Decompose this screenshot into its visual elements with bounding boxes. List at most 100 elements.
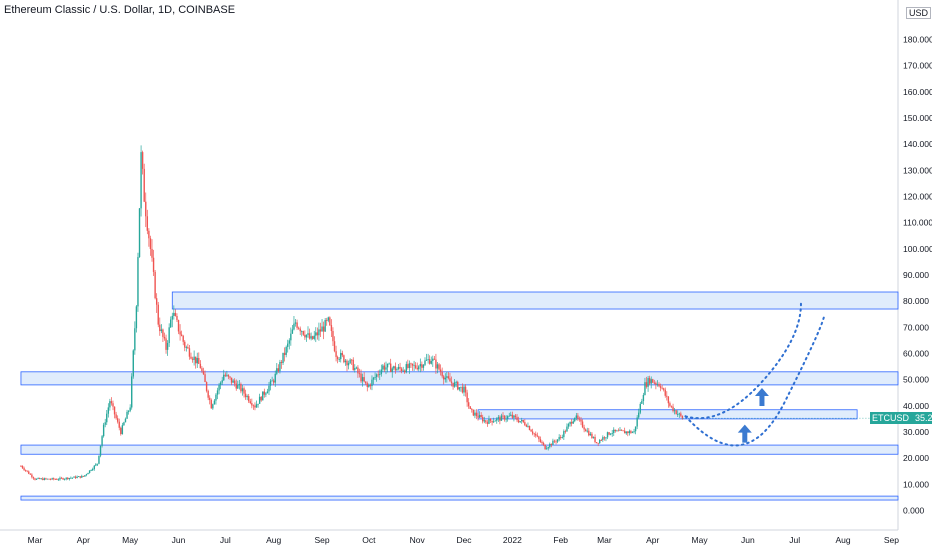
candle-body: [653, 382, 656, 384]
candle-body: [365, 381, 367, 384]
candle-body: [160, 329, 163, 332]
candle-body: [71, 477, 74, 479]
candle-body: [450, 381, 453, 383]
candle-body: [497, 417, 500, 419]
candle-body: [670, 405, 673, 407]
candle-body: [603, 437, 606, 439]
candle-body: [96, 463, 99, 465]
candle-body: [352, 359, 354, 371]
candle-body: [269, 380, 272, 386]
candle-body: [471, 408, 473, 410]
candle-body: [333, 341, 336, 352]
candle-body: [168, 327, 170, 343]
candle-body: [180, 334, 183, 336]
candle-body: [389, 363, 392, 373]
candle-body: [628, 431, 631, 434]
candle-body: [57, 479, 60, 481]
candle-body: [530, 430, 532, 432]
candle-body: [372, 377, 375, 380]
currency-label[interactable]: USD: [906, 7, 932, 19]
projection-curve: [684, 302, 802, 420]
x-tick-label: Sep: [884, 535, 899, 545]
candle-body: [556, 439, 559, 442]
candle-body: [90, 470, 92, 471]
candle-body: [566, 426, 568, 432]
candle-body: [475, 412, 478, 417]
y-tick-label: 100.000: [903, 244, 932, 254]
candle-body: [84, 475, 86, 477]
candle-body: [355, 367, 358, 369]
candle-body: [207, 390, 209, 398]
candle-body: [248, 396, 250, 402]
last-price-value: 35.280: [911, 412, 932, 424]
candle-body: [528, 425, 531, 431]
candle-body: [538, 436, 540, 440]
candle-body: [152, 257, 155, 272]
candle-body: [609, 433, 612, 435]
candle-body: [482, 417, 484, 422]
candle-body: [659, 386, 662, 388]
candle-body: [400, 368, 403, 371]
candle-body: [360, 373, 362, 382]
candle-body: [513, 415, 515, 418]
candle-body: [202, 371, 205, 375]
candle-body: [318, 329, 320, 336]
candle-body: [35, 478, 38, 480]
y-tick-label: 30.000: [903, 427, 929, 437]
candle-body: [347, 363, 350, 366]
candle-body: [449, 378, 451, 382]
candle-body: [53, 478, 55, 480]
candle-body: [246, 396, 248, 398]
candle-body: [436, 364, 439, 369]
candle-body: [227, 374, 230, 377]
x-tick-label: Apr: [77, 535, 90, 545]
x-tick-label: Jul: [789, 535, 800, 545]
candle-body: [157, 304, 159, 325]
candle-body: [102, 424, 105, 437]
candle-body: [63, 478, 66, 480]
candle-body: [277, 368, 280, 372]
candle-body: [85, 474, 88, 476]
candle-body: [605, 437, 607, 439]
candle-body: [570, 421, 573, 424]
candle-body: [154, 271, 156, 299]
candle-body: [616, 430, 618, 432]
candle-body: [151, 248, 153, 258]
candle-body: [51, 478, 53, 480]
x-tick-label: Jun: [741, 535, 755, 545]
candle-body: [638, 412, 640, 418]
candle-body: [630, 431, 632, 433]
candle-body: [586, 430, 588, 432]
candle-body: [584, 429, 587, 432]
candle-body: [73, 476, 75, 478]
candle-body: [452, 382, 454, 387]
x-tick-label: May: [692, 535, 709, 545]
candle-body: [463, 386, 465, 393]
last-price-symbol: ETCUSD: [870, 412, 912, 424]
candle-body: [243, 388, 245, 394]
candle-body: [380, 369, 383, 375]
candle-body: [602, 437, 604, 441]
candle-body: [290, 333, 292, 341]
candle-body: [656, 384, 659, 385]
candle-body: [271, 380, 273, 382]
candle-body: [26, 470, 28, 472]
y-tick-label: 70.000: [903, 322, 929, 332]
candle-body: [496, 418, 498, 421]
candle-body: [366, 383, 368, 387]
candle-body: [502, 415, 504, 417]
candle-body: [544, 444, 546, 450]
candle-body: [536, 435, 539, 437]
candle-body: [580, 419, 582, 422]
candle-body: [199, 363, 202, 369]
candle-body: [608, 432, 610, 435]
candle-body: [443, 376, 445, 380]
candle-body: [567, 424, 570, 427]
candle-body: [560, 437, 562, 438]
candle-body: [439, 369, 442, 372]
candle-body: [93, 465, 95, 470]
candle-body: [260, 396, 262, 401]
candle-body: [569, 421, 571, 425]
